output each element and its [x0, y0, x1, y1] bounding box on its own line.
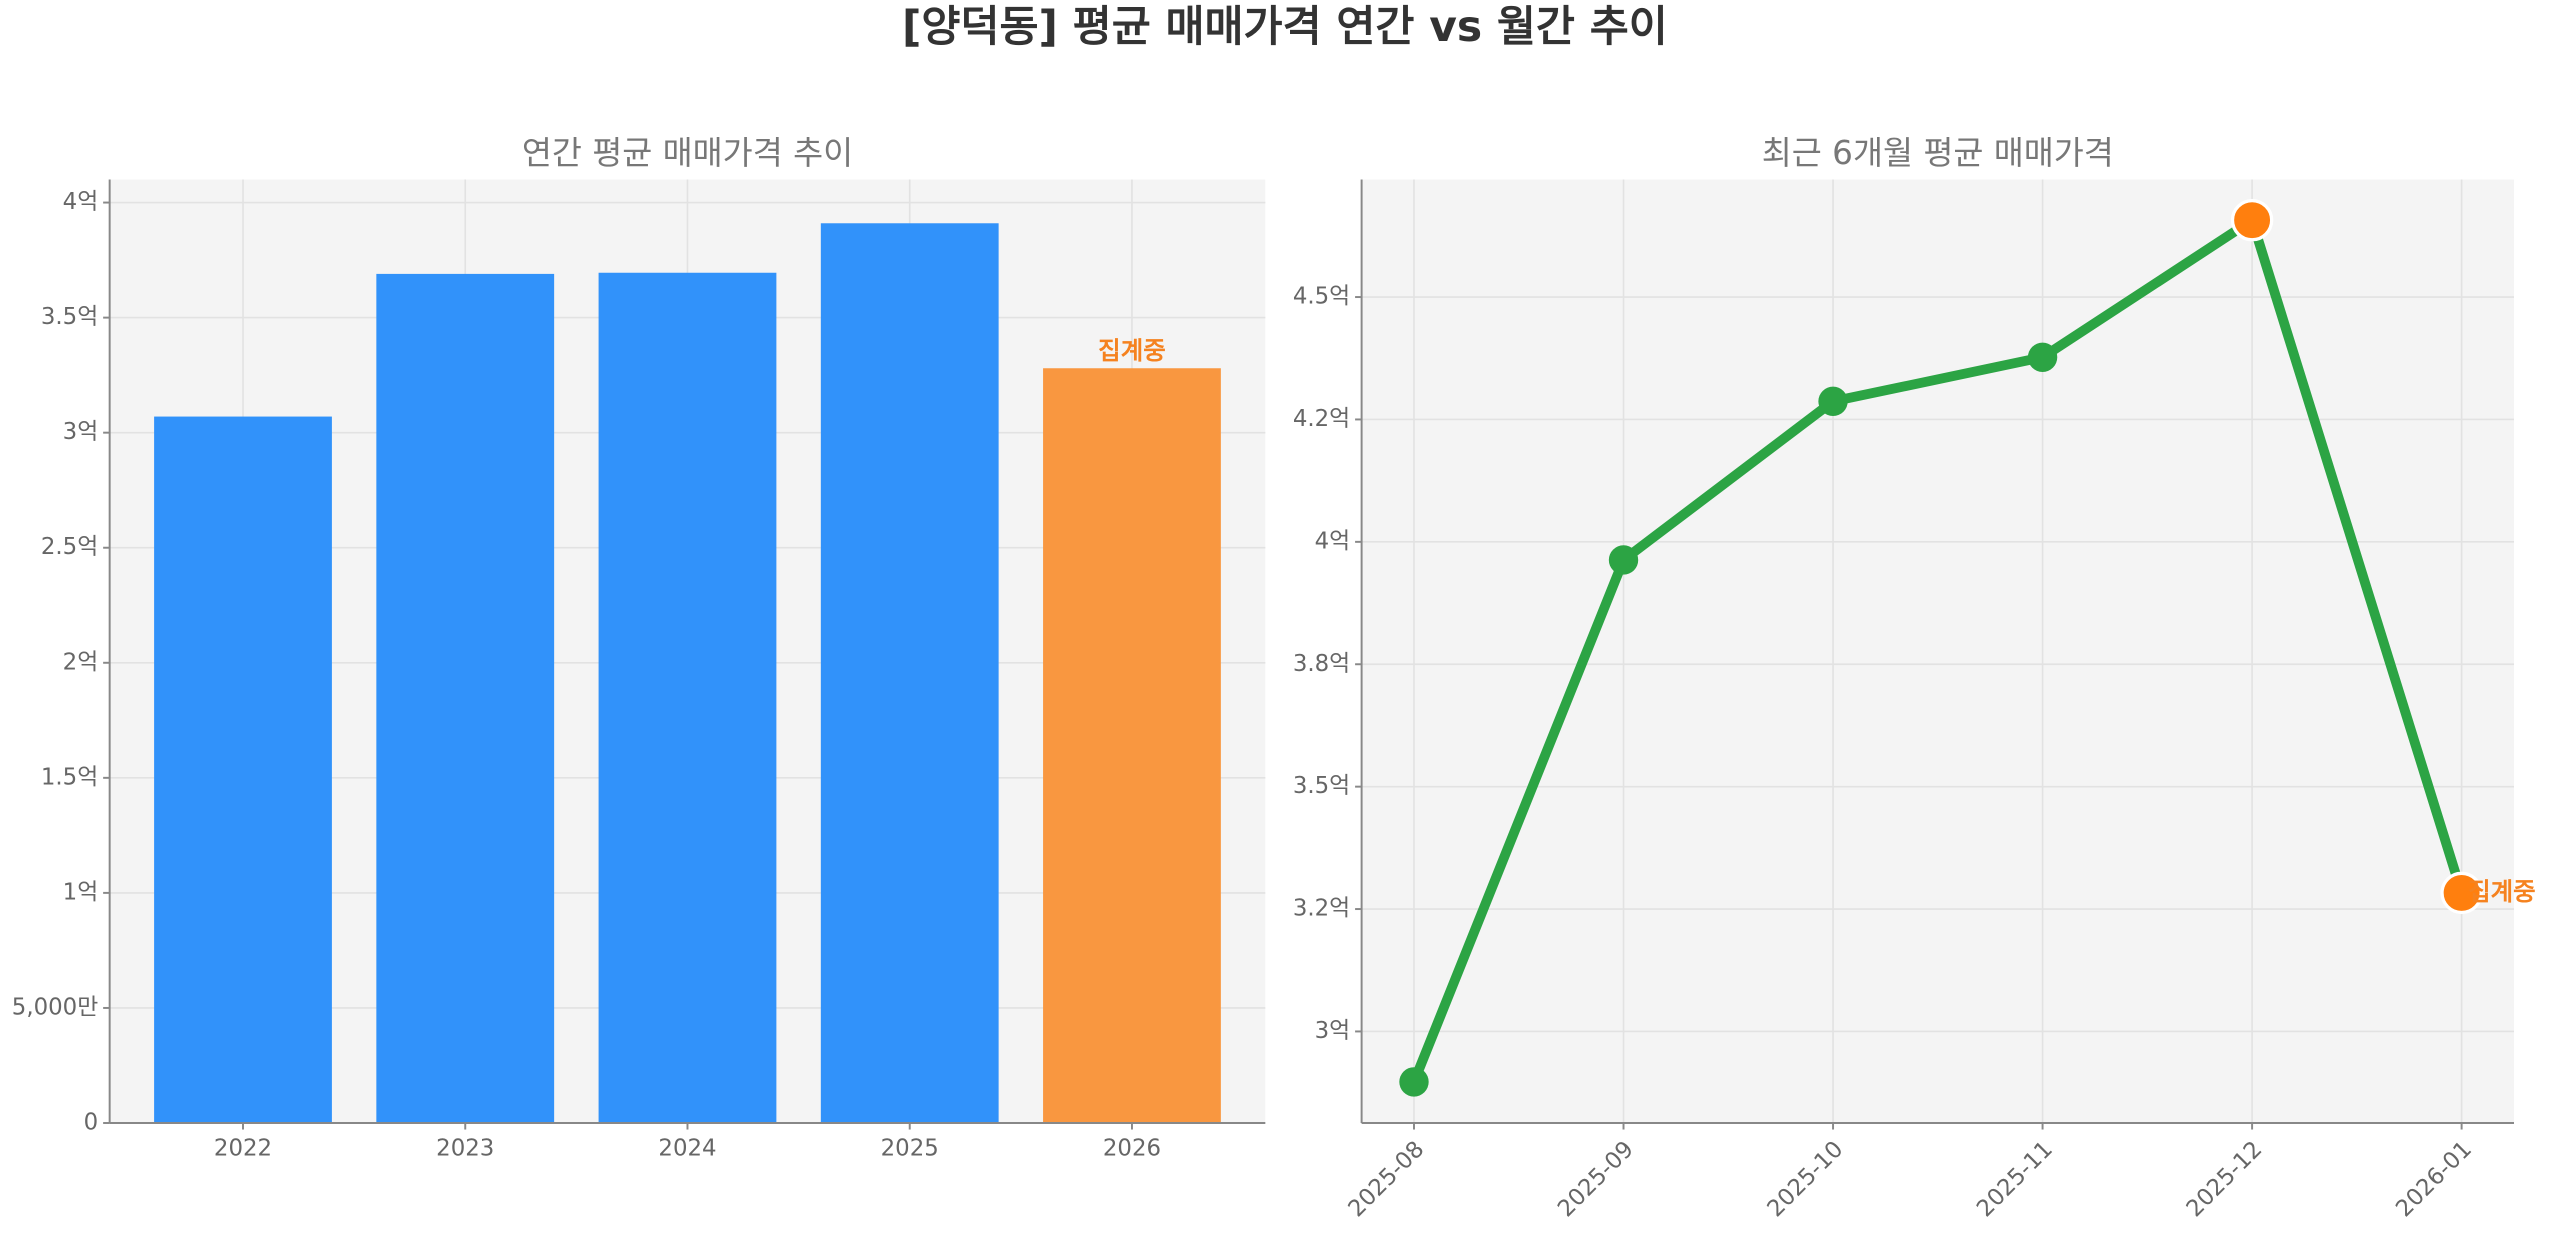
- y-tick-label: 2.5억: [41, 534, 98, 560]
- y-tick-label: 5,000만: [12, 994, 98, 1020]
- bar: [820, 223, 999, 1124]
- figure-title: [양덕동] 평균 매매가격 연간 vs 월간 추이: [902, 3, 1668, 52]
- plot-area: [1361, 179, 2514, 1124]
- y-tick-label: 1억: [63, 879, 99, 905]
- y-tick-label: 4.5억: [1293, 284, 1350, 310]
- x-tick-label: 2023: [436, 1136, 494, 1162]
- line: [1409, 215, 2467, 1084]
- x-tick-label: 2025-08: [1343, 1136, 1429, 1222]
- bar: [1043, 368, 1221, 1124]
- y-tick-label: 4억: [1315, 528, 1351, 554]
- marker: [1818, 386, 1848, 417]
- chart-title: 연간 평균 매매가격 추이: [522, 134, 853, 172]
- x-tick-label: 2025-11: [1972, 1136, 2058, 1222]
- y-tick-label: 4.2억: [1293, 406, 1350, 432]
- x-tick-label: 2024: [658, 1136, 716, 1162]
- y-tick-label: 4억: [63, 189, 99, 215]
- chart-title: 최근 6개월 평균 매매가격: [1762, 134, 2114, 172]
- y-tick-label: 3.5억: [1293, 773, 1350, 799]
- x-tick-label: 2026: [1103, 1136, 1161, 1162]
- x-tick-label: 2025-12: [2182, 1136, 2268, 1222]
- y-tick-label: 3억: [63, 419, 99, 445]
- x-tick-label: 2025-09: [1553, 1136, 1639, 1222]
- x-tick-label: 2025-10: [1763, 1136, 1849, 1222]
- marker: [1608, 545, 1639, 575]
- x-tick-label: 2026-01: [2391, 1136, 2477, 1222]
- y-tick-label: 3.8억: [1293, 651, 1350, 677]
- annotation: 집계중: [1098, 336, 1166, 365]
- marker: [2440, 871, 2483, 915]
- x-tick-label: 2022: [214, 1136, 272, 1162]
- annotation: 집계중: [2468, 877, 2536, 906]
- bar: [598, 272, 777, 1124]
- marker: [1399, 1067, 1429, 1097]
- y-tick-label: 2억: [63, 649, 99, 675]
- bar: [376, 273, 555, 1124]
- y-tick-label: 3억: [1315, 1018, 1351, 1044]
- bar: [154, 416, 332, 1124]
- y-tick-label: 0: [84, 1110, 99, 1136]
- y-tick-label: 1.5억: [41, 764, 98, 790]
- y-tick-label: 3.2억: [1293, 896, 1350, 922]
- y-tick-label: 3.5억: [41, 304, 98, 330]
- x-tick-label: 2025: [881, 1136, 939, 1162]
- marker: [2230, 198, 2274, 242]
- marker: [2027, 342, 2058, 372]
